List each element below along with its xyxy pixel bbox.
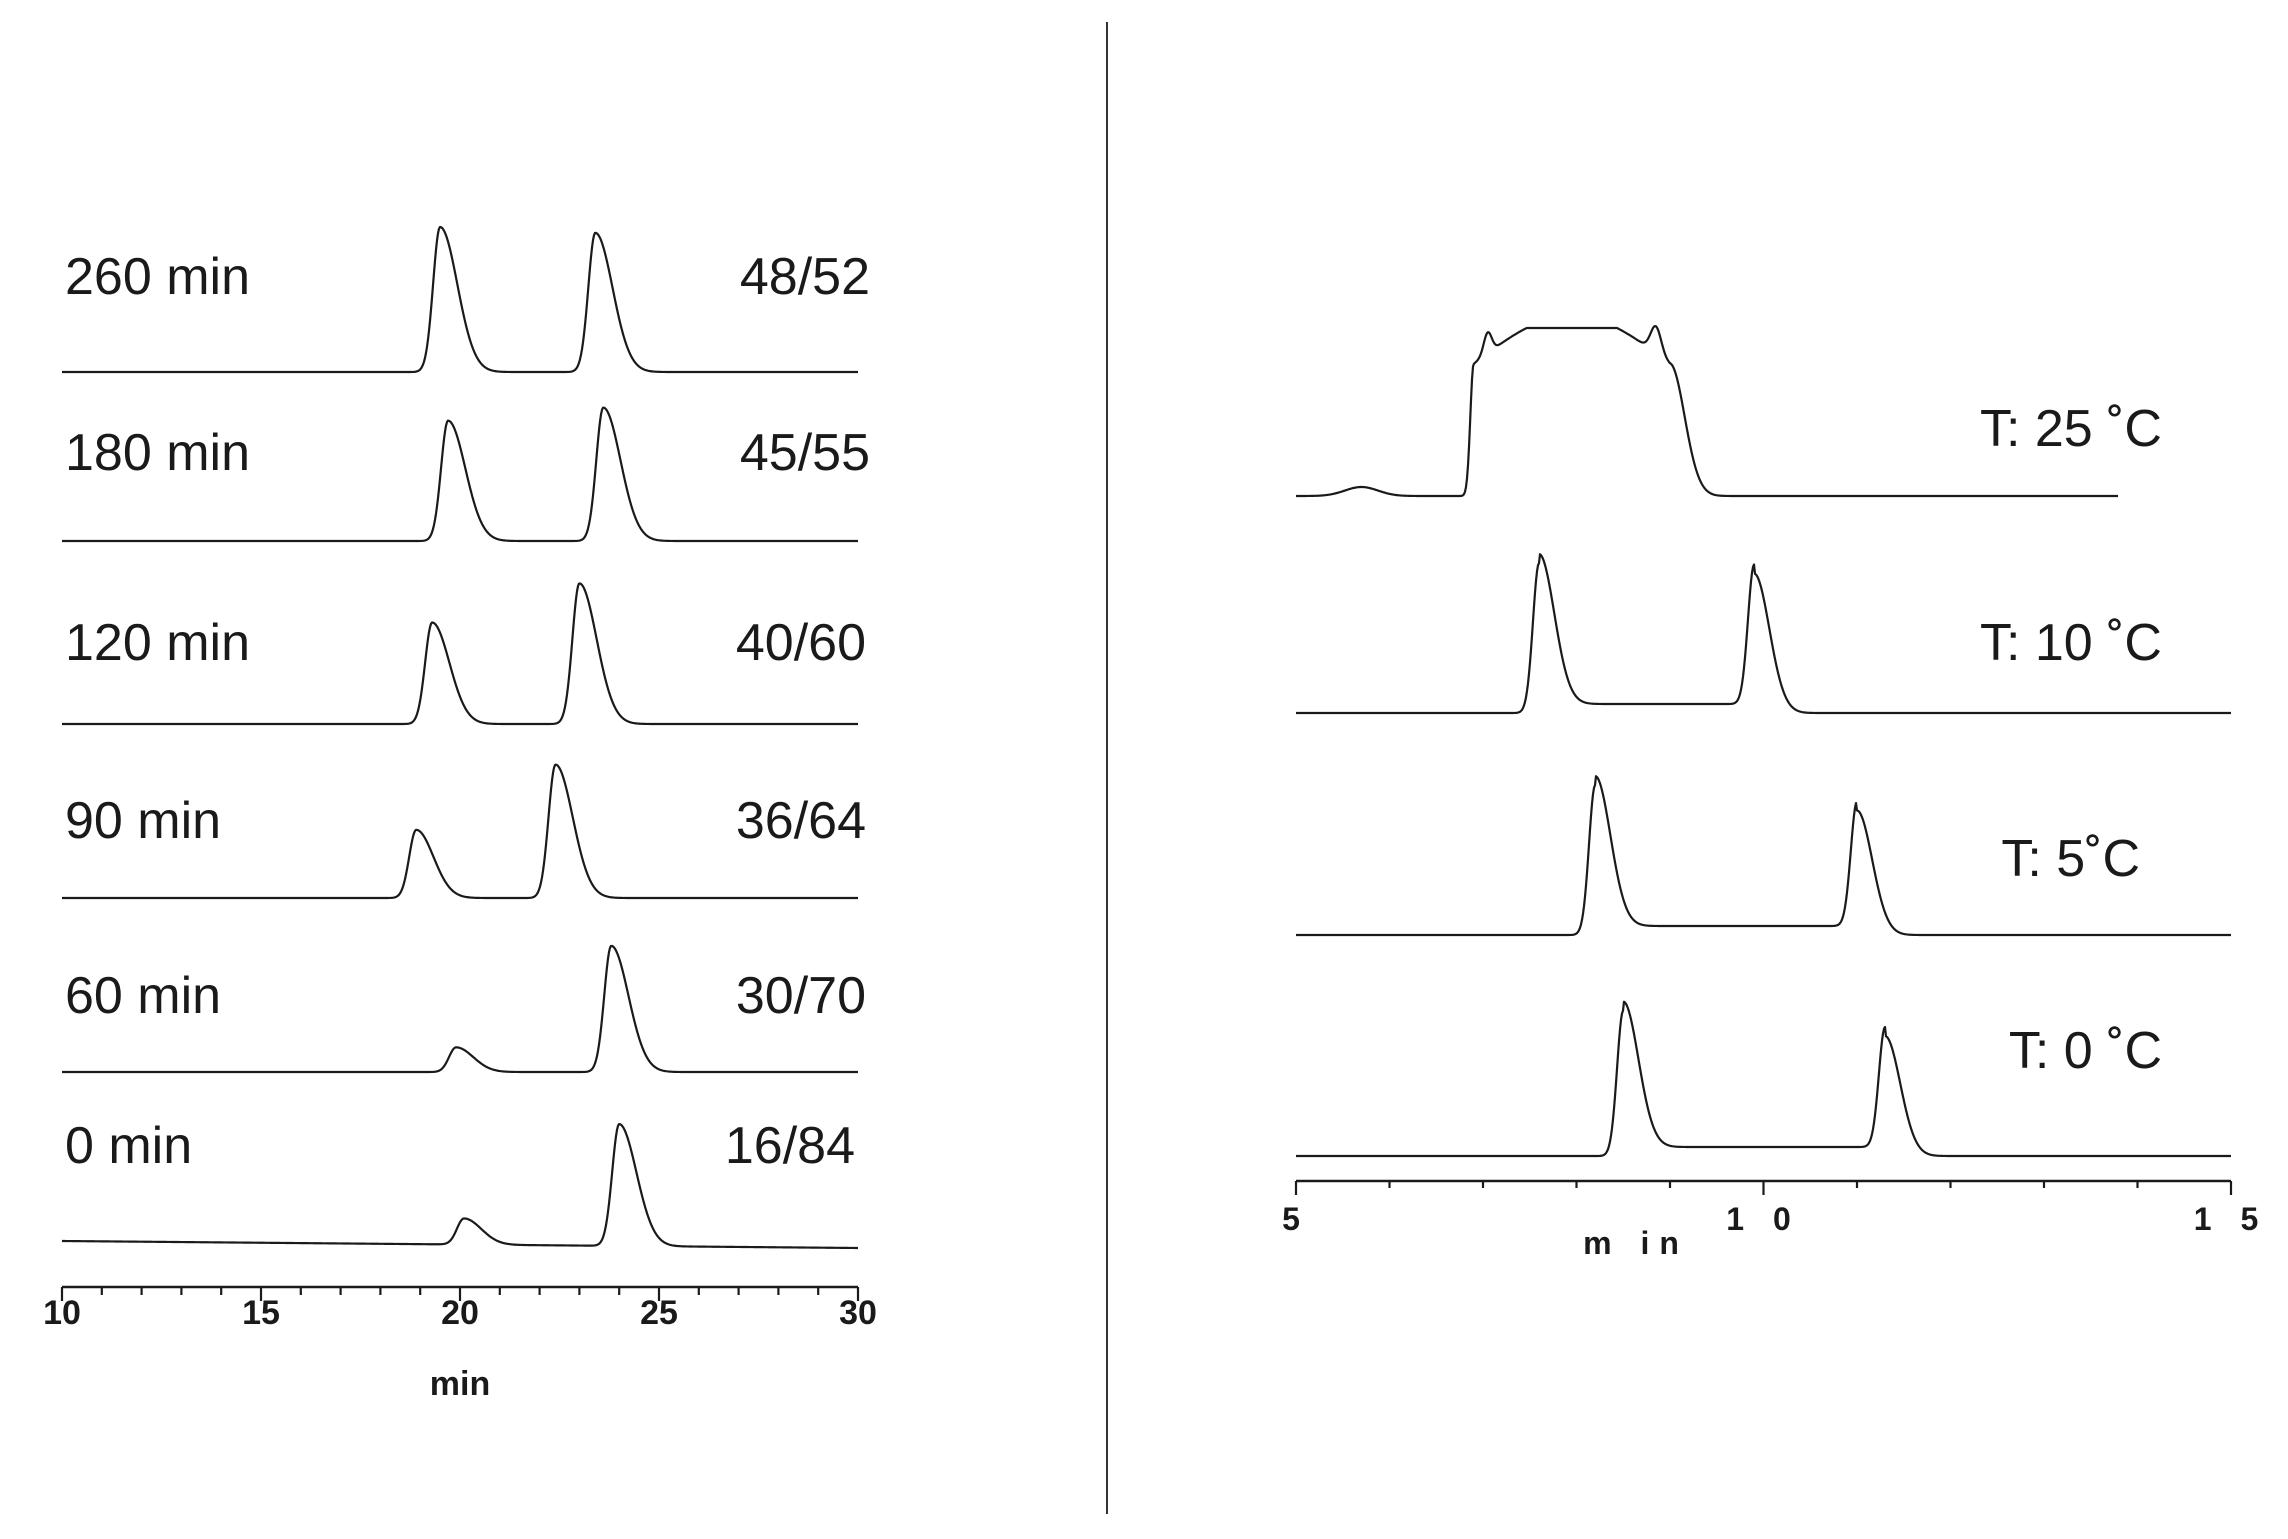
right-tick-label-0: 5 — [1282, 1201, 1310, 1237]
left-trace-2 — [61, 582, 859, 726]
right-trace-label-1: T: 10 ˚C — [1980, 614, 2162, 672]
left-tick-label-3: 25 — [640, 1294, 678, 1332]
left-trace-0 — [61, 225, 859, 374]
right-trace-label-3: T: 0 ˚C — [2009, 1022, 2162, 1080]
left-trace-ratio-0: 48/52 — [740, 248, 870, 306]
left-trace-label-5: 0 min — [65, 1117, 192, 1175]
right-traces: T: 25 ˚C T: 10 ˚C T: 5˚C T: 0 ˚C — [1295, 324, 2232, 1158]
left-trace-4 — [61, 944, 859, 1074]
left-traces: 260 min 48/52 180 min 45/55 120 min 40/60 90 m… — [61, 225, 870, 1250]
left-trace-ratio-4: 30/70 — [736, 967, 866, 1025]
left-x-ticks: 10 15 20 25 30 — [43, 1287, 877, 1332]
left-tick-label-0: 10 — [43, 1294, 81, 1332]
right-trace-label-0: T: 25 ˚C — [1980, 400, 2162, 458]
left-trace-ratio-5: 16/84 — [725, 1117, 855, 1175]
right-x-axis-label: m in — [1583, 1225, 1689, 1261]
right-trace-0 — [1295, 324, 2119, 498]
left-x-axis-label: min — [430, 1365, 490, 1403]
left-trace-label-3: 90 min — [65, 792, 221, 850]
left-chart: 260 min 48/52 180 min 45/55 120 min 40/60 90 m… — [43, 225, 877, 1403]
left-trace-3 — [61, 763, 859, 900]
right-tick-label-2: 1 5 — [2194, 1201, 2268, 1237]
left-tick-label-4: 30 — [839, 1294, 877, 1332]
left-tick-label-1: 15 — [242, 1294, 280, 1332]
left-trace-ratio-1: 45/55 — [740, 424, 870, 482]
left-trace-label-2: 120 min — [65, 614, 250, 672]
right-x-ticks: 5 1 0 1 5 — [1282, 1181, 2268, 1237]
left-trace-ratio-2: 40/60 — [736, 614, 866, 672]
left-tick-label-2: 20 — [441, 1294, 479, 1332]
left-trace-1 — [61, 406, 859, 543]
left-trace-ratio-3: 36/64 — [736, 792, 866, 850]
right-trace-label-2: T: 5˚C — [2001, 830, 2140, 888]
left-trace-label-1: 180 min — [65, 424, 250, 482]
right-tick-label-1: 1 0 — [1726, 1201, 1800, 1237]
right-chart: T: 25 ˚C T: 10 ˚C T: 5˚C T: 0 ˚C 5 1 0 1 5 m … — [1282, 324, 2268, 1261]
left-trace-5 — [61, 1123, 859, 1250]
left-trace-label-0: 260 min — [65, 248, 250, 306]
right-trace-2 — [1295, 775, 2232, 937]
right-trace-3 — [1295, 1000, 2232, 1158]
left-trace-label-4: 60 min — [65, 967, 221, 1025]
right-trace-1 — [1295, 553, 2232, 715]
